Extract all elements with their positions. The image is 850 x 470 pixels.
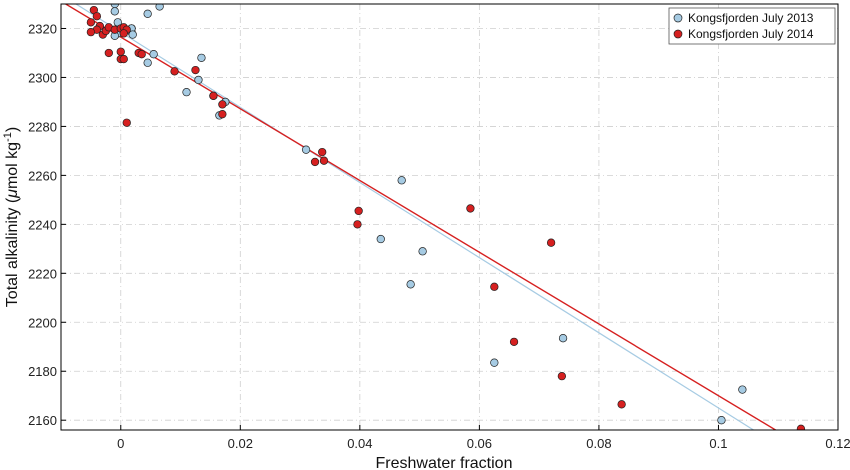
fit-line-2013	[74, 4, 755, 430]
legend-marker-2014	[673, 29, 683, 39]
y-tick-label: 2220	[28, 266, 57, 281]
data-point-2014	[86, 18, 96, 27]
data-point-2014	[310, 157, 320, 167]
y-tick-label: 2260	[28, 168, 57, 183]
data-point-2014	[353, 220, 362, 229]
data-point-2014	[796, 424, 806, 430]
data-point-2013	[194, 75, 203, 85]
legend-box	[668, 7, 836, 45]
data-point-2014	[490, 282, 499, 291]
data-point-2014	[92, 12, 102, 21]
data-point-2014	[119, 54, 128, 64]
data-point-2013	[397, 176, 406, 185]
x-tick-label: 0.12	[825, 436, 850, 451]
y-tick-label: 2180	[28, 364, 57, 379]
data-point-2014	[116, 47, 125, 56]
data-point-2013	[717, 416, 726, 425]
data-point-2014	[319, 156, 329, 165]
data-point-2014	[218, 110, 227, 119]
regression-lines	[64, 4, 777, 430]
data-point-2014	[218, 100, 227, 109]
fit-line-2014	[64, 4, 777, 430]
y-tick-label: 2240	[28, 217, 57, 232]
x-tick-label: 0.08	[586, 436, 611, 451]
data-point-2013	[128, 30, 137, 39]
x-axis-title: Freshwater fraction	[376, 455, 513, 470]
data-point-2013	[155, 4, 164, 11]
data-point-2013	[376, 234, 385, 244]
data-point-2014	[509, 337, 519, 347]
data-point-2013	[110, 7, 119, 16]
y-tick-label: 2200	[28, 315, 57, 330]
y-tick-label: 2280	[28, 119, 57, 134]
x-tick-label: 0	[117, 436, 124, 451]
axis-ticks: 0 0.02 0.04 0.06 0.08 0.1 0.12 2160 2180 2200 2220…	[28, 21, 850, 451]
data-point-2014	[119, 29, 128, 38]
data-point-2014	[137, 50, 146, 59]
data-point-2014	[546, 238, 556, 247]
data-point-2014	[170, 67, 179, 76]
data-point-2013	[558, 334, 568, 343]
data-point-2013	[149, 50, 158, 59]
legend-label-2013: Kongsfjorden July 2013	[688, 11, 814, 25]
x-tick-label: 0.1	[709, 436, 727, 451]
data-point-2013	[301, 145, 311, 154]
data-point-2014	[104, 48, 113, 58]
data-point-2013	[143, 58, 152, 67]
data-point-2014	[557, 371, 567, 381]
y-tick-label: 2160	[28, 413, 57, 428]
y-axis-title: Total alkalinity (μmol kg-1)	[2, 127, 21, 307]
data-point-2014	[466, 204, 475, 213]
data-point-2013	[406, 280, 415, 289]
data-point-2014	[209, 91, 218, 100]
legend-marker-2013	[673, 13, 683, 23]
data-point-2014	[86, 28, 96, 37]
data-points	[86, 4, 806, 430]
data-point-2013	[418, 247, 427, 256]
data-point-2013	[143, 9, 152, 18]
y-tick-label: 2300	[28, 70, 57, 85]
x-tick-label: 0.06	[467, 436, 492, 451]
data-point-2014	[318, 147, 327, 157]
data-point-2014	[122, 118, 131, 127]
data-point-2014	[191, 65, 200, 75]
data-point-2013	[197, 53, 206, 63]
x-tick-label: 0.04	[347, 436, 372, 451]
data-point-2014	[617, 400, 626, 409]
x-tick-label: 0.02	[228, 436, 253, 451]
data-point-2013	[490, 358, 499, 367]
plot-frame	[60, 3, 839, 431]
data-point-2013	[182, 87, 191, 97]
legend: Kongsfjorden July 2013 Kongsfjorden July…	[668, 7, 836, 45]
legend-label-2014: Kongsfjorden July 2014	[688, 27, 814, 41]
data-point-2013	[738, 385, 747, 394]
y-tick-label: 2320	[28, 21, 57, 36]
data-point-2014	[354, 206, 363, 216]
